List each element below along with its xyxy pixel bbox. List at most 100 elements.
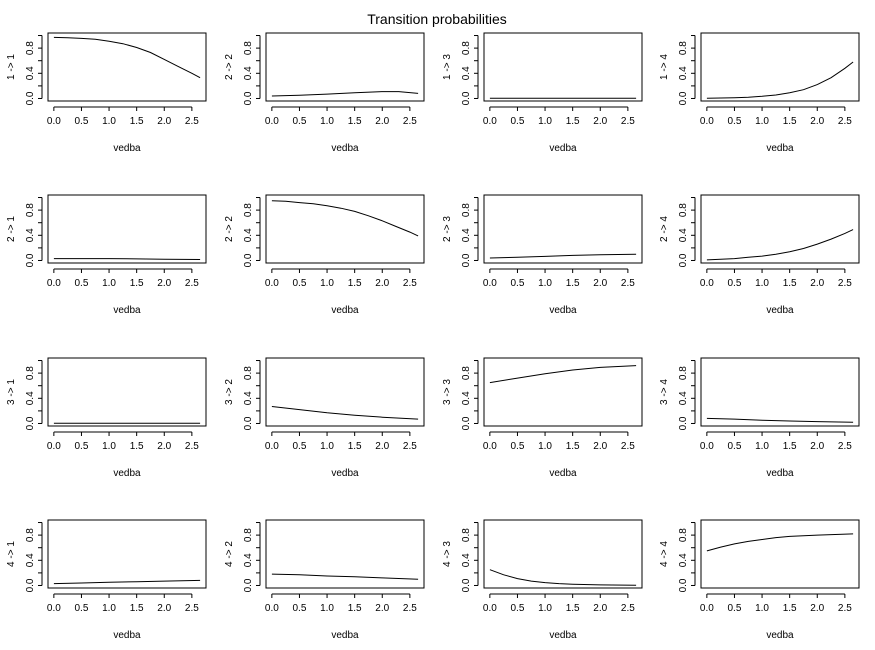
chart-panel: 0.0 0.5 1.0 1.5 2.0 2.5 vedba 0.0 0.4 0.8 2 -> 2 bbox=[224, 32, 425, 154]
x-tick-label: 0.5 bbox=[728, 441, 742, 452]
chart-panel: 0.0 0.5 1.0 1.5 2.0 2.5 vedba 0.0 0.4 0.8 4 -> 1 bbox=[6, 519, 207, 641]
x-tick-label: 0.5 bbox=[293, 116, 307, 127]
y-tick-label: 0.8 bbox=[25, 41, 36, 55]
y-tick-label: 0.0 bbox=[461, 91, 472, 105]
x-tick-label: 1.5 bbox=[566, 116, 580, 127]
x-axis-label: vedba bbox=[113, 630, 141, 641]
y-axis-label: 1 -> 1 bbox=[6, 54, 17, 80]
x-tick-label: 0.0 bbox=[47, 278, 61, 289]
x-tick-label: 0.5 bbox=[75, 603, 89, 614]
x-tick-label: 1.5 bbox=[783, 278, 797, 289]
chart-panel: 0.0 0.5 1.0 1.5 2.0 2.5 vedba 0.0 0.4 0.8 1 -> 1 bbox=[6, 32, 207, 154]
x-axis-label: vedba bbox=[766, 630, 794, 641]
chart-panel: 0.0 0.5 1.0 1.5 2.0 2.5 vedba 0.0 0.4 0.8 2 -> 1 bbox=[6, 194, 207, 316]
y-tick-label: 0.4 bbox=[243, 553, 254, 567]
chart-panel: 0.0 0.5 1.0 1.5 2.0 2.5 vedba 0.0 0.4 0.8 2 -> 3 bbox=[442, 194, 643, 316]
plot-frame bbox=[47, 194, 207, 264]
y-tick-label: 0.8 bbox=[243, 366, 254, 380]
x-tick-label: 0.5 bbox=[75, 278, 89, 289]
y-tick-label: 0.0 bbox=[25, 253, 36, 267]
x-axis-label: vedba bbox=[331, 630, 359, 641]
y-axis-label: 3 -> 2 bbox=[224, 379, 235, 405]
x-tick-label: 2.5 bbox=[838, 441, 852, 452]
x-tick-label: 1.0 bbox=[102, 116, 116, 127]
y-tick-label: 0.0 bbox=[461, 578, 472, 592]
y-axis-label: 1 -> 3 bbox=[442, 54, 453, 80]
x-tick-label: 2.5 bbox=[185, 278, 199, 289]
y-tick-label: 0.4 bbox=[461, 66, 472, 80]
x-axis-label: vedba bbox=[549, 143, 577, 154]
x-tick-label: 1.0 bbox=[538, 116, 552, 127]
x-tick-label: 1.5 bbox=[130, 116, 144, 127]
x-tick-label: 2.5 bbox=[403, 278, 417, 289]
x-tick-label: 2.0 bbox=[810, 116, 824, 127]
y-axis-label: 2 -> 1 bbox=[6, 216, 17, 242]
x-tick-label: 2.5 bbox=[621, 278, 635, 289]
x-tick-label: 0.5 bbox=[511, 441, 525, 452]
x-tick-label: 2.0 bbox=[157, 278, 171, 289]
x-axis-label: vedba bbox=[766, 143, 794, 154]
x-tick-label: 0.0 bbox=[700, 603, 714, 614]
panel-grid: 0.0 0.5 1.0 1.5 2.0 2.5 vedba 0.0 0.4 0.8 1 -> 1 0.… bbox=[6, 32, 860, 641]
x-tick-label: 2.0 bbox=[157, 116, 171, 127]
series-line bbox=[489, 569, 637, 586]
x-tick-label: 0.5 bbox=[293, 603, 307, 614]
x-tick-label: 2.5 bbox=[621, 116, 635, 127]
y-tick-label: 0.4 bbox=[461, 228, 472, 242]
x-tick-label: 0.5 bbox=[293, 278, 307, 289]
x-tick-label: 0.0 bbox=[47, 603, 61, 614]
plot-frame bbox=[47, 519, 207, 589]
series-line bbox=[271, 573, 419, 580]
x-tick-label: 1.5 bbox=[348, 441, 362, 452]
series-line bbox=[53, 579, 201, 585]
y-tick-label: 0.0 bbox=[243, 578, 254, 592]
x-tick-label: 1.0 bbox=[320, 278, 334, 289]
y-tick-label: 0.8 bbox=[243, 41, 254, 55]
x-tick-label: 2.5 bbox=[403, 116, 417, 127]
series-line bbox=[706, 533, 854, 552]
x-tick-label: 2.0 bbox=[157, 603, 171, 614]
x-tick-label: 0.5 bbox=[293, 441, 307, 452]
plot-frame bbox=[265, 194, 425, 264]
x-tick-label: 1.5 bbox=[130, 441, 144, 452]
x-tick-label: 2.0 bbox=[593, 278, 607, 289]
x-tick-label: 2.5 bbox=[838, 278, 852, 289]
x-tick-label: 1.0 bbox=[538, 603, 552, 614]
y-tick-label: 0.4 bbox=[25, 553, 36, 567]
x-axis-label: vedba bbox=[766, 468, 794, 479]
y-tick-label: 0.8 bbox=[678, 366, 689, 380]
y-tick-label: 0.8 bbox=[243, 528, 254, 542]
x-tick-label: 0.0 bbox=[47, 116, 61, 127]
x-tick-label: 1.5 bbox=[130, 603, 144, 614]
y-tick-label: 0.8 bbox=[461, 41, 472, 55]
y-tick-label: 0.0 bbox=[243, 416, 254, 430]
x-tick-label: 2.5 bbox=[403, 603, 417, 614]
series-line bbox=[706, 417, 854, 423]
x-tick-label: 2.0 bbox=[375, 116, 389, 127]
chart-panel: 0.0 0.5 1.0 1.5 2.0 2.5 vedba 0.0 0.4 0.8 3 -> 4 bbox=[659, 357, 860, 479]
x-tick-label: 0.0 bbox=[700, 441, 714, 452]
figure-title: Transition probabilities bbox=[367, 11, 507, 27]
series-line bbox=[271, 200, 419, 237]
y-tick-label: 0.4 bbox=[678, 228, 689, 242]
y-tick-label: 0.0 bbox=[678, 578, 689, 592]
y-axis-label: 2 -> 3 bbox=[442, 216, 453, 242]
x-tick-label: 1.0 bbox=[538, 441, 552, 452]
x-tick-label: 2.0 bbox=[375, 278, 389, 289]
x-tick-label: 0.5 bbox=[728, 278, 742, 289]
x-tick-label: 2.5 bbox=[403, 441, 417, 452]
plot-frame bbox=[47, 357, 207, 427]
x-tick-label: 0.0 bbox=[483, 116, 497, 127]
x-tick-label: 1.5 bbox=[348, 278, 362, 289]
x-tick-label: 0.5 bbox=[728, 116, 742, 127]
plot-frame bbox=[700, 32, 860, 102]
y-tick-label: 0.8 bbox=[25, 528, 36, 542]
y-tick-label: 0.4 bbox=[243, 66, 254, 80]
x-tick-label: 2.0 bbox=[593, 603, 607, 614]
y-axis-label: 4 -> 4 bbox=[659, 541, 670, 567]
y-tick-label: 0.8 bbox=[678, 203, 689, 217]
y-tick-label: 0.4 bbox=[25, 66, 36, 80]
x-tick-label: 2.5 bbox=[838, 603, 852, 614]
x-tick-label: 1.5 bbox=[566, 278, 580, 289]
